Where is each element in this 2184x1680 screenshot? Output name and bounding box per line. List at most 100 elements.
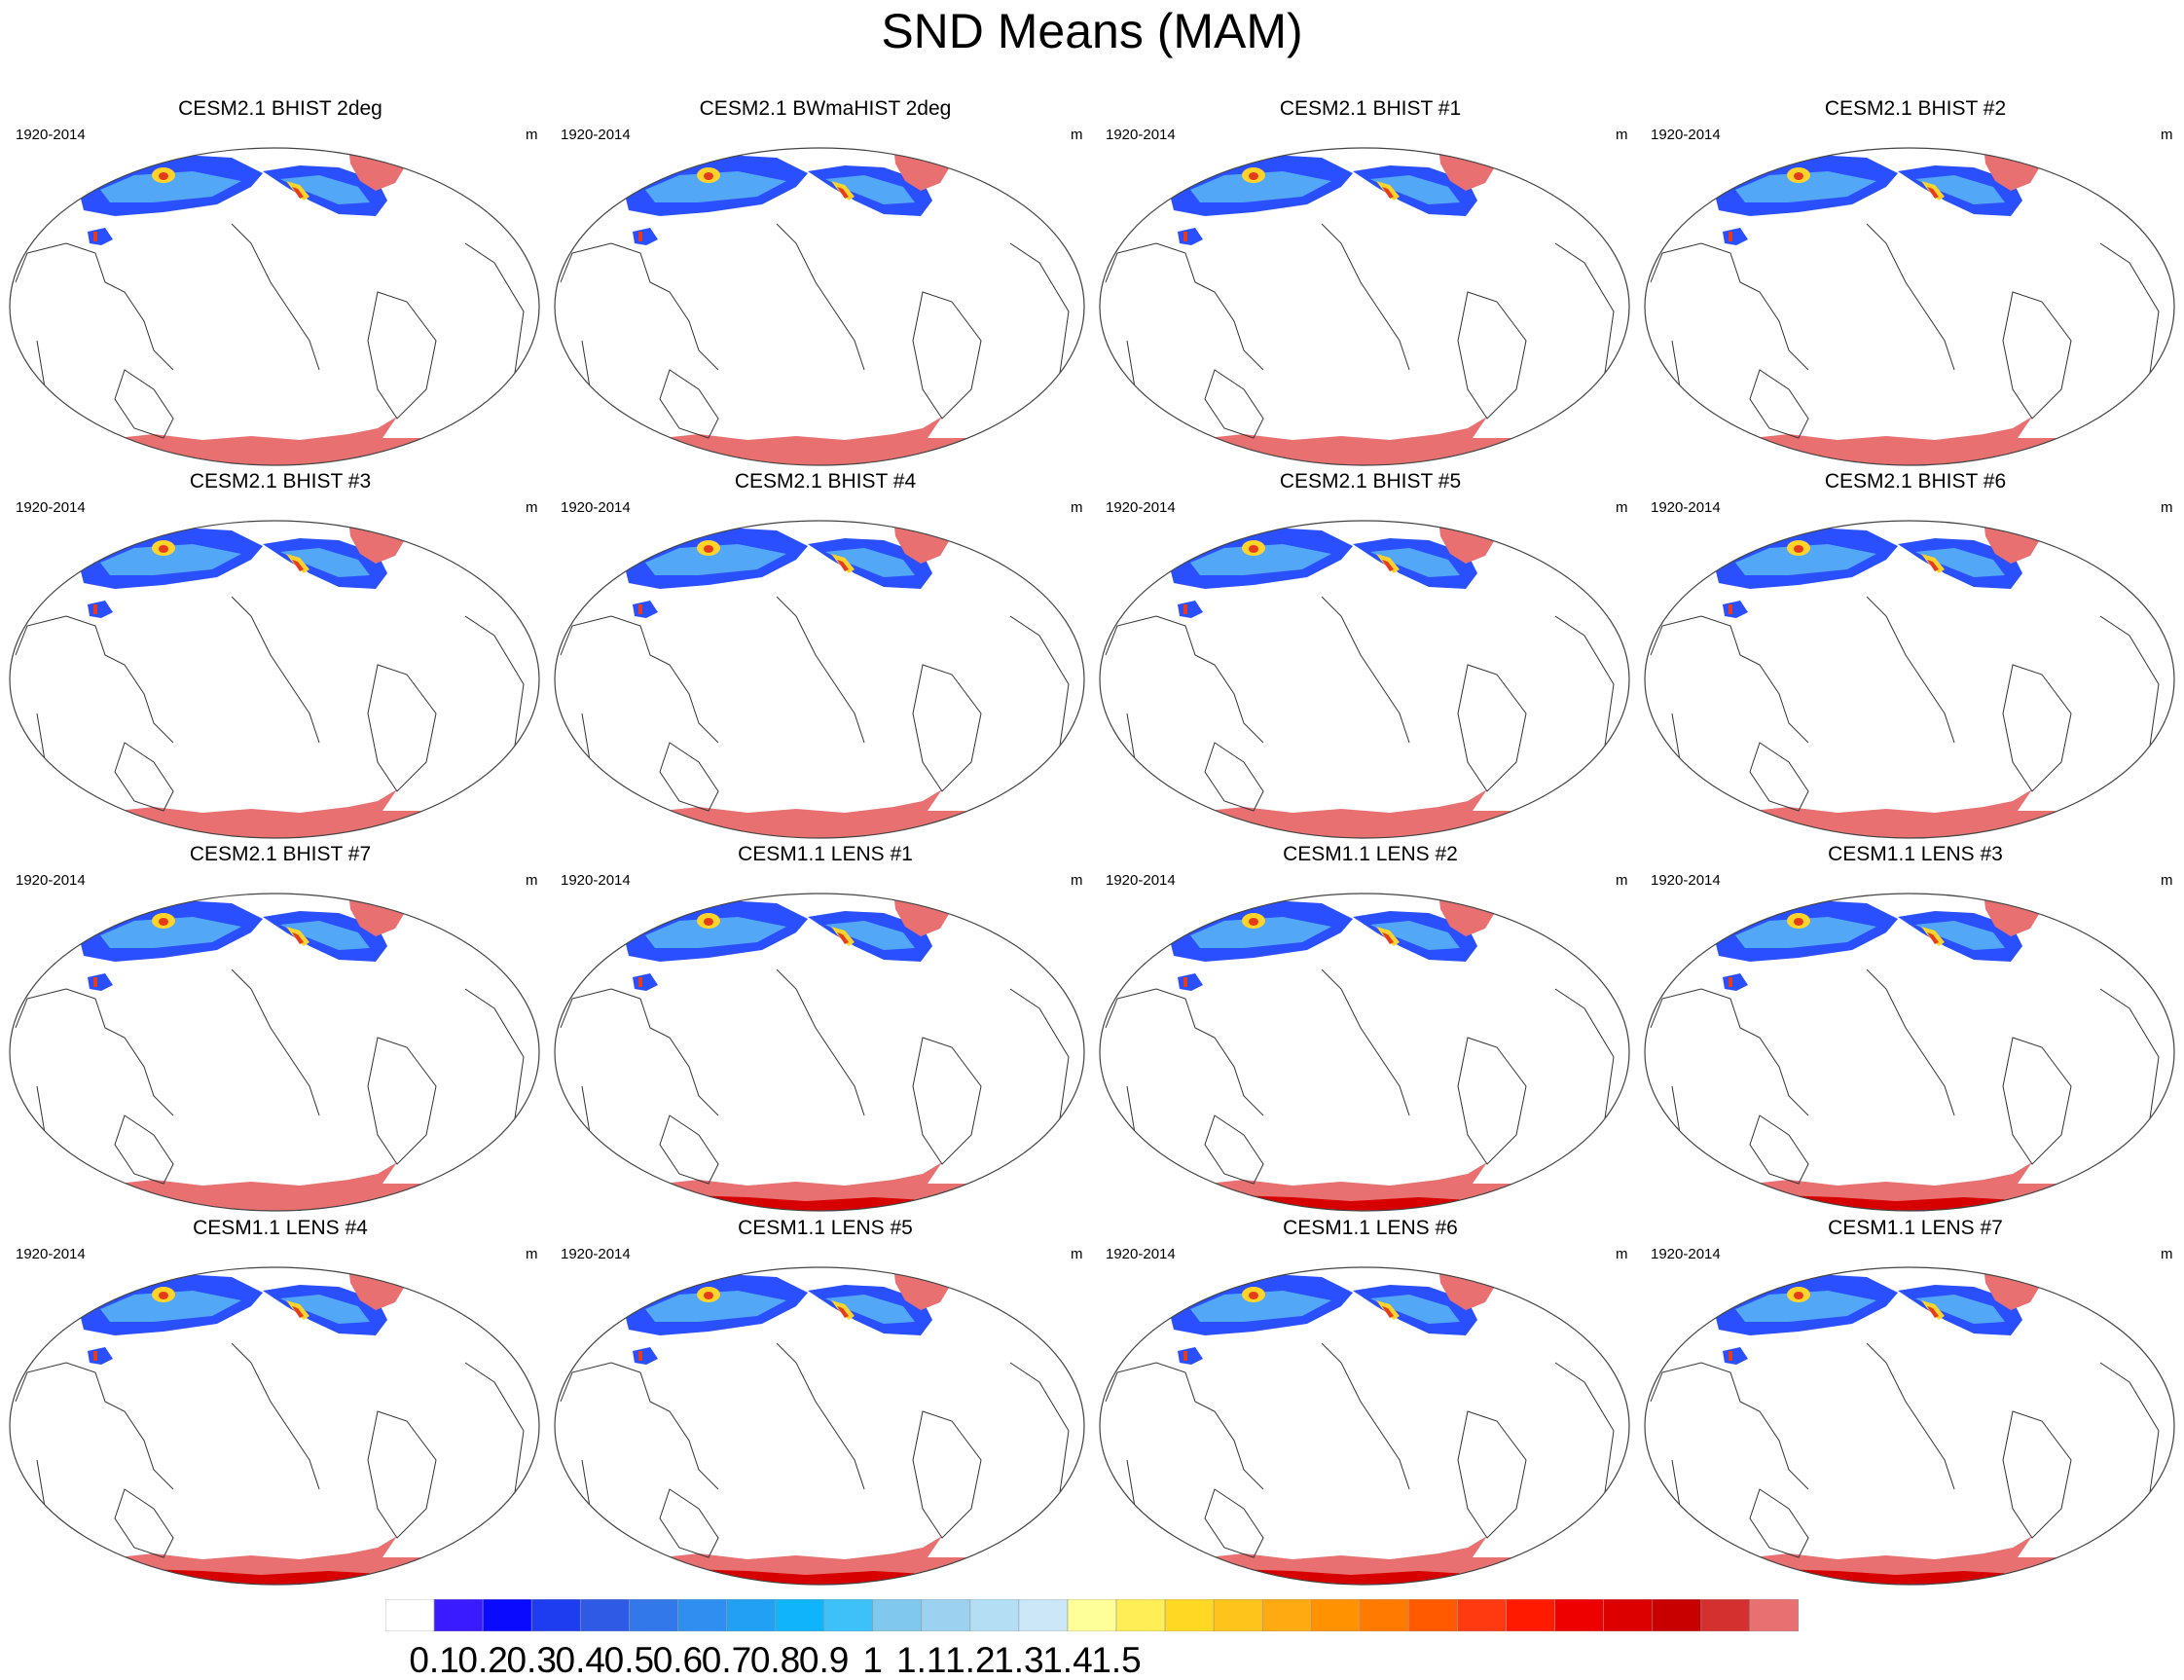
map-boundary [9, 1266, 540, 1586]
panel-title: CESM2.1 BHIST #6 [1824, 470, 2007, 493]
coastline [231, 223, 320, 371]
coast-range-snow-peak [837, 1306, 849, 1318]
colorbar-box [433, 1599, 484, 1631]
coastline [659, 369, 719, 439]
panel-title: CESM2.1 BWmaHIST 2deg [699, 97, 952, 120]
coastline [2099, 615, 2160, 792]
coast-range-snow-peak [1382, 560, 1394, 571]
tibet-snow-peak [638, 604, 642, 614]
panel-title: CESM2.1 BHIST #1 [1279, 97, 1462, 120]
eurasia-snow-peak [1794, 918, 1803, 926]
panel-title: CESM1.1 LENS #4 [193, 1217, 368, 1239]
coast-range-snow-peak [292, 187, 304, 199]
coastline [1105, 242, 1264, 371]
period-label: 1920-2014 [16, 499, 86, 516]
north-america-snow-mid [825, 1295, 915, 1324]
tibet-snow-peak [1729, 977, 1732, 987]
coastline [367, 1037, 437, 1165]
eurasia-snow-mid [1190, 1291, 1331, 1322]
scandinavia-snow [1546, 1283, 1571, 1304]
period-label: 1920-2014 [561, 499, 631, 516]
eurasia-snow-peak [704, 545, 713, 553]
colorbar-tick-label: 1.1 [896, 1640, 947, 1680]
units-label: m [526, 872, 538, 889]
units-label: m [1616, 127, 1628, 143]
coastline [776, 1342, 865, 1490]
eurasia-snow-peak [159, 918, 168, 926]
coastline [1321, 223, 1410, 371]
scandinavia-snow [1001, 909, 1026, 931]
period-label: 1920-2014 [1106, 127, 1176, 143]
coastline [1671, 1459, 1702, 1558]
map-panel: CESM1.1 LENS #6 1920-2014 m [1098, 1217, 1643, 1590]
snow-depth-map [1099, 147, 1630, 466]
units-label: m [1071, 499, 1083, 516]
coastline [1105, 615, 1264, 744]
map-boundary [1644, 893, 2175, 1212]
colorbar-box [1018, 1599, 1069, 1631]
period-label: 1920-2014 [561, 872, 631, 889]
coast-range-snow-peak [1927, 560, 1939, 571]
coastline [1749, 369, 1809, 439]
panel-title: CESM2.1 BHIST #7 [189, 843, 372, 865]
coastline [36, 1459, 67, 1558]
coastline [36, 712, 67, 812]
tibet-snow [633, 1347, 658, 1365]
colorbar-box [629, 1599, 678, 1631]
panel-title: CESM1.1 LENS #7 [1828, 1217, 2003, 1239]
coastline [560, 1362, 719, 1490]
map-panel: CESM2.1 BHIST #1 1920-2014 m [1098, 97, 1643, 471]
snow-depth-map [554, 520, 1085, 839]
coastline [36, 1085, 67, 1185]
period-label: 1920-2014 [1651, 127, 1721, 143]
colorbar-box [775, 1599, 824, 1631]
colorbar-tick-label: 1.2 [945, 1640, 996, 1680]
coast-range-snow-peak [292, 932, 304, 944]
map-panel: CESM2.1 BHIST #2 1920-2014 m [1643, 97, 2184, 471]
coastline [912, 664, 982, 792]
map-panel: CESM2.1 BHIST #7 1920-2014 m [8, 843, 553, 1217]
coastline [2099, 1362, 2160, 1539]
north-america-snow-mid [280, 921, 370, 950]
coastline [1866, 968, 1955, 1116]
coastline [1321, 968, 1410, 1116]
scandinavia-snow [1546, 909, 1571, 931]
eurasia-snow-mid [100, 544, 241, 575]
scandinavia-snow [2091, 164, 2116, 185]
coastline [367, 1410, 437, 1539]
eurasia-snow-peak [704, 1292, 713, 1299]
colorbar-box [872, 1599, 923, 1631]
eurasia-snow-mid [1190, 544, 1331, 575]
coast-range-snow-peak [837, 187, 849, 199]
coastline [581, 1459, 612, 1558]
colorbar-tick-label: 1.3 [994, 1640, 1044, 1680]
colorbar-box [1213, 1599, 1263, 1631]
coastline [1457, 664, 1527, 792]
map-panel: CESM2.1 BHIST #3 1920-2014 m [8, 470, 553, 844]
tibet-snow-peak [1183, 1351, 1187, 1361]
scandinavia-snow [1546, 536, 1571, 558]
coastline [464, 988, 525, 1165]
tibet-snow-peak [93, 232, 97, 241]
tibet-snow [88, 601, 113, 618]
map-panel: CESM2.1 BHIST #4 1920-2014 m [553, 470, 1098, 844]
eurasia-snow-peak [1794, 1292, 1803, 1299]
snow-depth-map [1644, 893, 2175, 1212]
units-label: m [1071, 872, 1083, 889]
eurasia-snow-mid [1735, 917, 1876, 948]
tibet-snow-peak [1183, 604, 1187, 614]
snow-depth-map [9, 147, 540, 466]
panel-title: CESM2.1 BHIST #2 [1824, 97, 2007, 120]
map-boundary [554, 147, 1085, 466]
north-america-snow-mid [825, 921, 915, 950]
panel-title: CESM1.1 LENS #3 [1828, 843, 2003, 865]
colorbar-box [1603, 1599, 1654, 1631]
snow-depth-map [554, 893, 1085, 1212]
coastline [1126, 1085, 1157, 1185]
period-label: 1920-2014 [16, 1246, 86, 1262]
map-boundary [1644, 147, 2175, 466]
coastline [1126, 712, 1157, 812]
colorbar-box [1164, 1599, 1215, 1631]
north-america-snow-mid [1915, 175, 2005, 204]
